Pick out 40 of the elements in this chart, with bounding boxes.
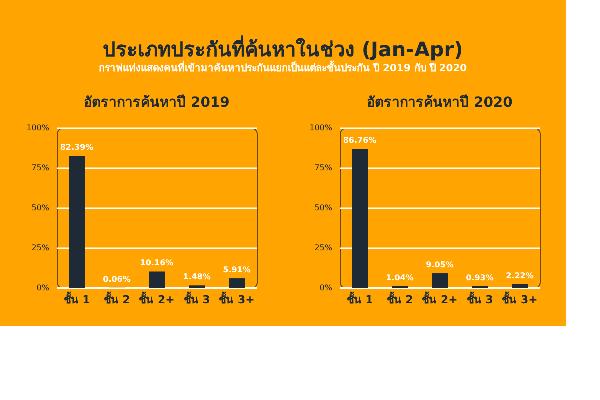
y-tick-label: 75%: [32, 164, 50, 172]
x-tick-label: ชั้น 2: [104, 292, 130, 306]
y-tick-label: 100%: [26, 124, 50, 132]
y-tick-label: 50%: [32, 204, 50, 212]
y-tick-label: 25%: [314, 244, 333, 252]
y-tick-label: 0%: [320, 284, 333, 292]
chart-title: อัตราการค้นหาปี 2019: [84, 95, 230, 111]
chart-title: อัตราการค้นหาปี 2020: [367, 95, 514, 111]
bar: [69, 156, 85, 288]
data-label: 5.91%: [223, 266, 251, 275]
data-label: 10.16%: [140, 258, 174, 268]
bar: [149, 272, 165, 288]
data-label: 82.39%: [60, 143, 94, 152]
bar: [432, 274, 448, 288]
y-tick-label: 0%: [36, 284, 50, 292]
x-tick-label: ชั้น 3+: [219, 292, 255, 306]
text: ประเภทประกันที่ค้นหาในช่วง (Jan-Apr): [102, 34, 464, 62]
x-tick-label: ชั้น 3: [184, 292, 210, 306]
data-label: 0.06%: [103, 274, 131, 284]
data-label: 86.76%: [343, 136, 377, 146]
data-label: 1.48%: [183, 272, 211, 282]
data-label: 0.93%: [466, 274, 494, 283]
x-tick-label: ชั้น 1: [346, 292, 374, 306]
data-label: 1.04%: [386, 273, 414, 282]
data-label: 9.05%: [426, 260, 454, 270]
data-label: 2.22%: [506, 271, 534, 280]
bar: [352, 149, 368, 288]
y-tick-label: 100%: [310, 124, 333, 132]
x-tick-label: ชั้น 3: [466, 292, 494, 306]
x-tick-label: ชั้น 2: [386, 292, 414, 306]
x-tick-label: ชั้น 2+: [139, 292, 175, 306]
x-tick-label: ชั้น 2+: [422, 292, 458, 306]
y-tick-label: 50%: [314, 204, 333, 212]
bar: [229, 278, 245, 288]
x-tick-label: ชั้น 3+: [502, 292, 538, 306]
y-tick-label: 75%: [314, 164, 333, 172]
text: กราฟแท่งแสดงคนที่เข้ามาค้นหาประกันแยกเป็นแต่ละชั้นประกัน ปี 2019 กับ ปี 2020: [99, 60, 468, 74]
x-tick-label: ชั้น 1: [64, 292, 90, 306]
y-tick-label: 25%: [32, 244, 50, 252]
bar: [512, 284, 528, 288]
